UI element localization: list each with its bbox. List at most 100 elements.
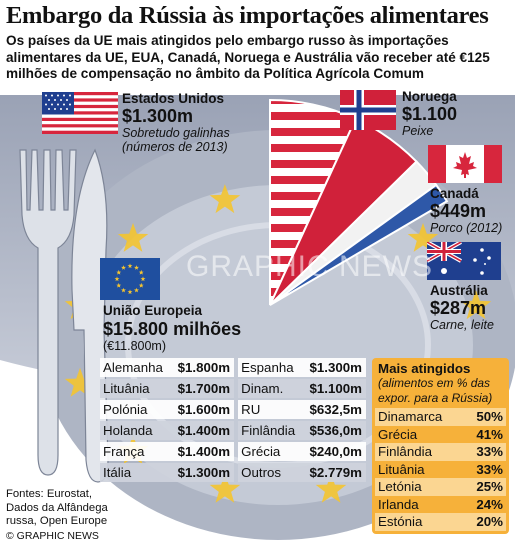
watermark: GRAPHIC NEWS <box>186 250 434 283</box>
eu-country-value: $240,0m <box>302 442 366 461</box>
affected-country: Dinamarca <box>375 408 465 426</box>
table-row: França $1.400m Grécia $240,0m <box>100 442 366 461</box>
table-row: Lituânia $1.700m Dinam. $1.100m <box>100 379 366 398</box>
eu-flag-star <box>116 282 122 288</box>
plate-star <box>209 184 241 214</box>
eu-flag-star <box>114 276 120 282</box>
eu-country-name: Holanda <box>100 421 171 440</box>
canada-flag-icon <box>428 145 502 183</box>
table-row: Dinamarca 50% <box>375 408 506 426</box>
table-row: Finlândia 33% <box>375 443 506 461</box>
eu-value: $15.800 milhões <box>103 318 242 339</box>
eu-flag-star <box>116 269 122 275</box>
affected-country: Finlândia <box>375 443 465 461</box>
canada-note: Porco (2012) <box>430 221 503 236</box>
most-affected-title: Mais atingidos <box>378 361 471 376</box>
eu-flag-icon <box>100 258 160 300</box>
norway-value: $1.100 <box>402 104 458 125</box>
affected-percent: 25% <box>464 478 506 496</box>
table-row: Letónia 25% <box>375 478 506 496</box>
label-usa: Estados Unidos $1.300m Sobretudo galinha… <box>122 91 230 154</box>
eu-flag-star <box>127 263 133 269</box>
usa-flag-icon <box>42 92 118 134</box>
affected-percent: 50% <box>464 408 506 426</box>
plate-star <box>315 473 347 503</box>
plate-star <box>209 473 241 503</box>
australia-value: $287m <box>430 298 487 319</box>
eu-country-value: $1.400m <box>170 421 235 440</box>
table-row: Lituânia 33% <box>375 461 506 479</box>
eu-country-name: Grécia <box>238 442 303 461</box>
eu-flag-star <box>140 276 146 282</box>
eu-country-value: $632,5m <box>302 400 366 419</box>
eu-country-value: $1.800m <box>170 358 235 377</box>
label-australia: Austrália $287m Carne, leite <box>430 283 494 332</box>
eu-country-value: $1.400m <box>170 442 235 461</box>
eu-flag-star <box>121 287 126 293</box>
source-line: Fontes: Eurostat, <box>6 488 93 500</box>
source-line: Dados da Alfândega <box>6 501 108 514</box>
eu-flag-star <box>127 289 133 295</box>
page-title: Embargo da Rússia às importações aliment… <box>6 2 489 29</box>
plate-star <box>460 290 492 320</box>
table-row: Grécia 41% <box>375 426 506 444</box>
source-line: russa, Open Europe <box>6 515 108 528</box>
fork-icon <box>19 149 77 476</box>
eu-flag-star <box>134 265 139 270</box>
norway-name: Noruega <box>402 89 457 104</box>
table-row: Estónia 20% <box>375 513 506 531</box>
eu-country-value: $1.100m <box>302 379 366 398</box>
label-norway: Noruega $1.100 Peixe <box>402 89 457 138</box>
eu-flag-star <box>134 287 139 293</box>
eu-breakdown-table: Alemanha $1.800m Espanha $1.300m Lituânia $1.… <box>100 356 366 484</box>
eu-country-value: $1.600m <box>170 400 235 419</box>
pie-slice-australia <box>269 183 449 306</box>
eu-flag-star <box>121 265 126 270</box>
page-subtitle: Os países da UE mais atingidos pelo emba… <box>6 33 490 81</box>
most-affected-box: Mais atingidos (alimentos em % das expor… <box>372 358 509 534</box>
eu-country-name: RU <box>238 400 303 419</box>
affected-percent: 33% <box>464 443 506 461</box>
table-row: Itália $1.300m Outros $2.779m <box>100 463 366 482</box>
table-row: Alemanha $1.800m Espanha $1.300m <box>100 358 366 377</box>
eu-country-name: Outros <box>238 463 303 482</box>
affected-country: Estónia <box>375 513 465 531</box>
affected-country: Grécia <box>378 426 418 442</box>
canada-name: Canadá <box>430 186 479 201</box>
label-canada: Canadá $449m Porco (2012) <box>430 186 502 235</box>
australia-name: Austrália <box>430 283 488 298</box>
table-row: Holanda $1.400m Finlândia $536,0m <box>100 421 366 440</box>
plate-star <box>407 222 439 252</box>
eu-flag-star <box>138 282 144 288</box>
copyright: © GRAPHIC NEWS <box>6 530 99 542</box>
label-eu: União Europeia $15.800 milhões (€11.800m… <box>103 303 241 354</box>
usa-note-year: (números de 2013) <box>122 140 228 155</box>
eu-country-name: Itália <box>100 463 171 482</box>
norway-flag-icon <box>340 90 396 130</box>
most-affected-table: Dinamarca 50% Grécia 41% Finlândia 33% Lituâni… <box>375 408 506 531</box>
eu-country-name: Lituânia <box>100 379 171 398</box>
plate-star <box>64 367 96 397</box>
canada-value: $449m <box>430 201 487 222</box>
plate-star <box>117 222 149 252</box>
table-row: Polónia $1.600m RU $632,5m <box>100 400 366 419</box>
eu-country-name: França <box>100 442 171 461</box>
eu-country-value: $2.779m <box>302 463 366 482</box>
eu-country-value: $536,0m <box>302 421 366 440</box>
eu-country-name: Polónia <box>100 400 171 419</box>
eu-country-name: Dinam. <box>238 379 303 398</box>
affected-percent: 41% <box>476 426 503 442</box>
affected-percent: 20% <box>464 513 506 531</box>
most-affected-subtitle: (alimentos em % das expor. para a Rússia… <box>378 376 493 405</box>
eu-country-name: Alemanha <box>100 358 171 377</box>
eu-value-euro: (€11.800m) <box>103 339 166 354</box>
australia-note: Carne, leite <box>430 318 494 333</box>
eu-country-name: Espanha <box>238 358 303 377</box>
usa-note: Sobretudo galinhas <box>122 126 230 141</box>
eu-country-name: Finlândia <box>238 421 303 440</box>
table-row: Irlanda 24% <box>375 496 506 514</box>
eu-country-value: $1.700m <box>170 379 235 398</box>
sources: Fontes: Eurostat, Dados da Alfândega rus… <box>6 488 108 529</box>
eu-name: União Europeia <box>103 303 203 318</box>
affected-country: Letónia <box>375 478 465 496</box>
